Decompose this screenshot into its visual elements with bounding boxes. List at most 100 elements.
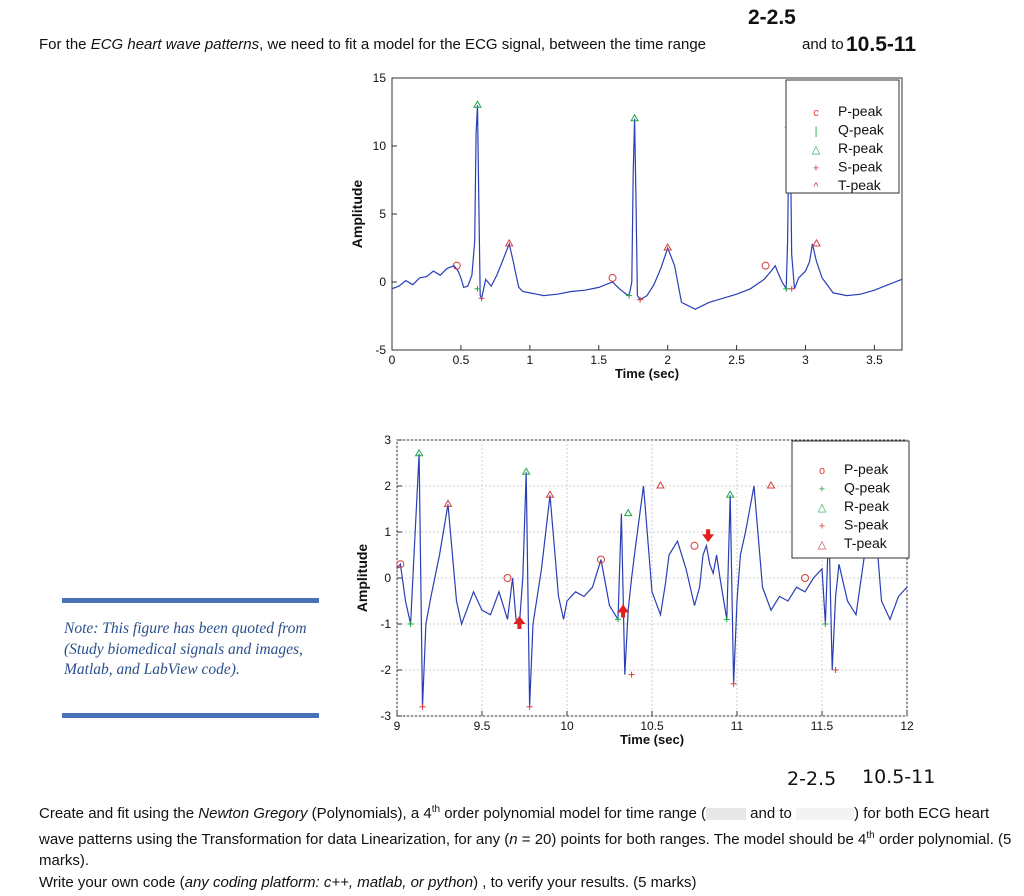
legend-marker: △: [818, 539, 827, 551]
legend-label: P-peak: [838, 103, 883, 119]
p-peak-marker: [690, 541, 699, 550]
t-peak-marker: [545, 490, 555, 498]
annotation-arrow-up: [617, 604, 630, 618]
x-tick-label: 3: [802, 353, 809, 367]
q-peak-marker: [474, 285, 481, 292]
annotation-arrow-up: [513, 616, 526, 629]
q-peak-marker: [723, 616, 730, 623]
y-tick-label: 5: [379, 207, 386, 221]
p-peak-marker: [452, 261, 461, 270]
t-peak-marker: [504, 238, 514, 247]
x-tick-label: 9.5: [474, 719, 491, 733]
x-tick-label: 0.5: [453, 353, 470, 367]
y-tick-label: -5: [375, 343, 386, 357]
p-peak-marker: [597, 555, 605, 564]
s-peak-marker: [478, 295, 485, 302]
x-tick-label: 11.5: [811, 719, 834, 733]
figure-note: Note: This figure has been quoted from (…: [64, 620, 307, 678]
intro-text: For the ECG heart wave patterns, we need…: [39, 36, 706, 53]
x-axis-label: Time (sec): [615, 366, 679, 381]
legend-marker: c: [813, 107, 819, 119]
p-peak-marker: [608, 273, 617, 282]
legend-label: S-peak: [838, 159, 883, 175]
r-peak-marker: [414, 448, 424, 457]
handwritten-range2: 10.5-11: [862, 766, 936, 788]
y-tick-label: 2: [384, 479, 391, 493]
legend-box: [791, 440, 910, 559]
x-tick-label: 3.5: [866, 353, 883, 367]
t-peak-marker: [766, 481, 776, 489]
y-tick-label: -3: [380, 709, 391, 723]
legend-marker: △: [812, 144, 821, 156]
legend-label: R-peak: [838, 140, 884, 156]
s-peak-marker: [628, 671, 635, 678]
x-tick-label: 10.5: [640, 719, 664, 733]
r-peak-marker: [473, 100, 482, 108]
t-peak-marker: [663, 243, 673, 251]
y-tick-label: 15: [373, 71, 387, 85]
y-tick-label: 3: [384, 433, 391, 447]
y-axis-label: Amplitude: [354, 544, 370, 613]
q-peak-marker: [822, 621, 829, 627]
y-tick-label: -2: [380, 663, 391, 677]
y-tick-label: 0: [384, 571, 391, 585]
legend-marker: △: [818, 502, 827, 514]
redacted-range2: [796, 808, 855, 821]
s-peak-marker: [832, 667, 839, 673]
task-paragraph-2: Write your own code (any coding platform…: [39, 873, 697, 891]
intro-post: , we need to fit a model for the ECG sig…: [259, 36, 707, 53]
y-axis-label: Amplitude: [349, 180, 365, 249]
y-tick-label: 10: [373, 139, 387, 153]
x-axis-label: Time (sec): [620, 732, 684, 747]
legend-marker: o: [819, 465, 825, 477]
x-tick-label: 9: [394, 719, 401, 733]
legend-marker: +: [813, 163, 819, 175]
x-tick-label: 2: [664, 353, 671, 367]
x-tick-label: 1.5: [590, 353, 607, 367]
y-tick-label: 1: [384, 525, 391, 539]
legend-marker: ^: [813, 181, 819, 193]
q-peak-marker: [783, 285, 790, 292]
s-peak-marker: [730, 680, 737, 687]
p-peak-marker: [396, 560, 405, 569]
q-peak-marker: [615, 616, 621, 623]
r-peak-marker: [725, 490, 735, 498]
legend-marker: |: [815, 126, 818, 138]
legend-box: [785, 79, 900, 194]
t-peak-marker: [812, 238, 821, 247]
x-tick-label: 11: [731, 719, 744, 733]
legend-label: R-peak: [844, 498, 890, 514]
p-peak-marker: [801, 574, 809, 582]
legend-marker: +: [819, 484, 825, 496]
legend-marker: +: [819, 521, 825, 533]
task-paragraph-1: Create and fit using the Newton Gregory …: [39, 804, 1012, 869]
s-peak-marker: [526, 703, 533, 710]
p-peak-marker: [761, 261, 770, 270]
t-peak-marker: [656, 481, 665, 489]
r-peak-marker: [630, 113, 639, 122]
s-peak-marker: [788, 285, 795, 292]
legend-label: P-peak: [844, 461, 889, 477]
r-peak-marker: [521, 467, 531, 475]
x-tick-label: 1: [526, 353, 533, 367]
task-text: Create and fit using the Newton Gregory …: [39, 799, 1014, 893]
s-peak-marker: [637, 296, 644, 303]
legend-label: Q-peak: [838, 122, 885, 138]
handwritten-range1: 2-2.5: [787, 768, 837, 790]
s-peak-marker: [419, 703, 426, 710]
r-peak-marker: [623, 508, 633, 517]
t-peak-marker: [443, 499, 453, 507]
header-range1: 2-2.5: [748, 6, 796, 29]
y-tick-label: 0: [379, 275, 386, 289]
note-bar-top: [62, 598, 319, 603]
header-and-to: and to: [802, 36, 844, 53]
intro-pre: For the: [39, 36, 91, 53]
header-range2: 10.5-11: [846, 33, 917, 56]
p-peak-marker: [503, 574, 512, 582]
legend-label: S-peak: [844, 517, 889, 533]
x-tick-label: 10: [560, 719, 574, 733]
intro-italic: ECG heart wave patterns: [90, 36, 260, 53]
note-bar-bottom: [62, 713, 319, 718]
